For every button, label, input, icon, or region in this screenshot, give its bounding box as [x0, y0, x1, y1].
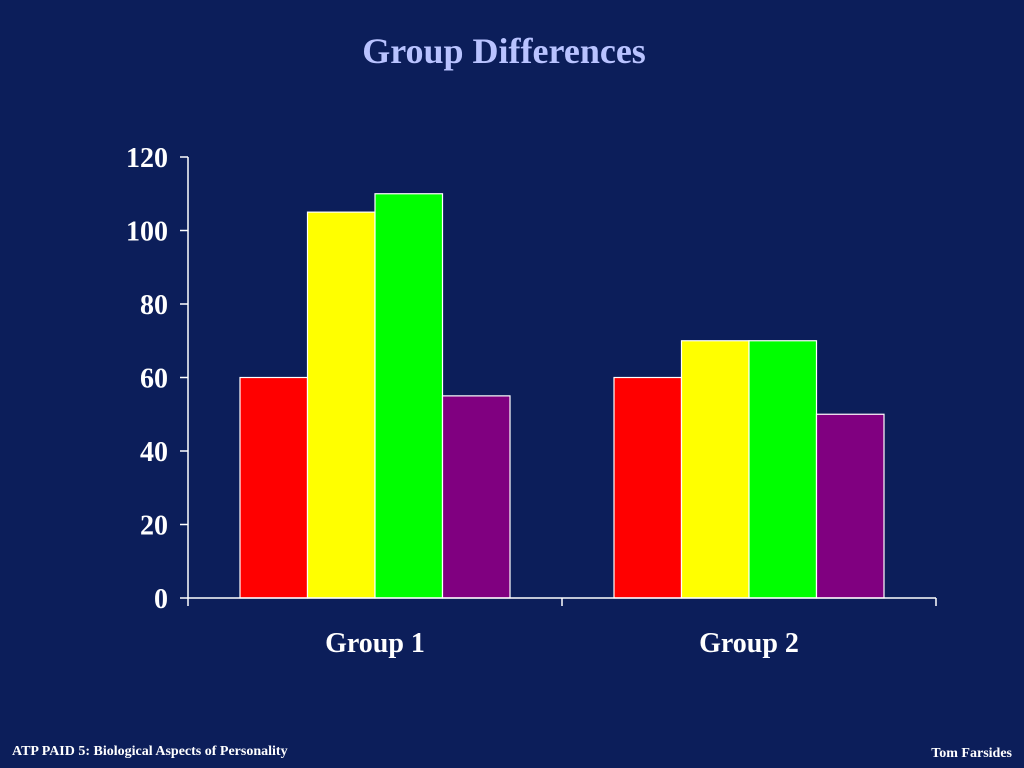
bar — [613, 376, 683, 599]
y-tick-label: 0 — [154, 584, 168, 615]
y-tick-label: 80 — [140, 290, 168, 321]
footer-author: Tom Farsides — [931, 746, 1012, 761]
footer-course-title: ATP PAID 5: Biological Aspects of Person… — [12, 744, 288, 759]
x-category-label: Group 1 — [325, 628, 425, 659]
y-tick-label: 40 — [140, 437, 168, 468]
bar — [680, 340, 750, 599]
bar — [374, 193, 444, 599]
bar — [239, 376, 309, 599]
y-tick-label: 20 — [140, 511, 168, 542]
bar — [748, 340, 818, 599]
x-category-label: Group 2 — [699, 628, 799, 659]
y-tick-label: 60 — [140, 364, 168, 395]
y-tick-label: 100 — [126, 217, 168, 248]
slide-title: Group Differences — [362, 31, 646, 71]
bar — [441, 395, 511, 599]
y-tick-label: 120 — [126, 143, 168, 174]
bar — [306, 211, 376, 599]
bar — [815, 413, 885, 599]
